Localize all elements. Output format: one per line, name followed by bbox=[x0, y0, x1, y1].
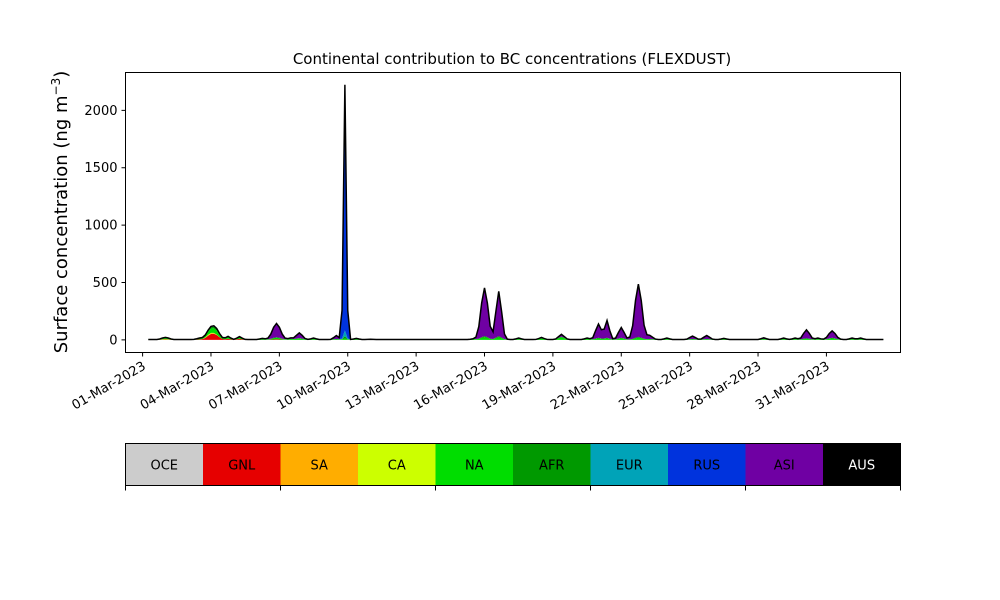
legend-label-eur: EUR bbox=[616, 459, 643, 474]
legend-swatch-aus bbox=[823, 443, 901, 486]
x-tick-label: 01-Mar-2023 bbox=[69, 359, 148, 413]
legend-label-oce: OCE bbox=[150, 459, 178, 474]
y-axis-title-exponent: −3 bbox=[49, 78, 63, 96]
series-area-gnl bbox=[148, 333, 884, 340]
legend-swatch-rus bbox=[668, 443, 746, 486]
chart-title: Continental contribution to BC concentra… bbox=[293, 50, 731, 68]
x-tick-label: 04-Mar-2023 bbox=[138, 359, 217, 413]
plot-frame bbox=[125, 72, 901, 353]
x-tick-label: 07-Mar-2023 bbox=[206, 359, 285, 413]
y-tick-label: 1500 bbox=[84, 161, 117, 176]
y-axis-title: Surface concentration (ng m−3) bbox=[49, 71, 72, 354]
x-tick-label: 10-Mar-2023 bbox=[275, 359, 354, 413]
legend-label-rus: RUS bbox=[693, 459, 720, 474]
x-tick-label: 31-Mar-2023 bbox=[753, 359, 832, 413]
x-tick-label: 22-Mar-2023 bbox=[548, 359, 627, 413]
x-tick-label: 19-Mar-2023 bbox=[480, 359, 559, 413]
series-area-asi bbox=[148, 85, 884, 340]
y-axis: 0 500 1000 1500 2000 bbox=[84, 104, 126, 348]
legend-label-ca: CA bbox=[388, 459, 406, 474]
legend-swatch-ca bbox=[358, 443, 436, 486]
y-axis-title-main: Surface concentration (ng m bbox=[51, 95, 72, 353]
legend-colorbar: OCE GNL SA CA NA AFR EUR RUS ASI AUS bbox=[125, 443, 901, 491]
legend-swatch-asi bbox=[745, 443, 824, 486]
legend-swatch-afr bbox=[513, 443, 591, 486]
legend-swatch-oce bbox=[125, 443, 204, 486]
legend-label-aus: AUS bbox=[848, 459, 875, 474]
legend-label-sa: SA bbox=[311, 459, 328, 474]
y-tick-label: 500 bbox=[93, 276, 118, 291]
y-tick-label: 0 bbox=[109, 333, 117, 348]
series-area-aus bbox=[148, 84, 884, 340]
series-area-rus bbox=[148, 89, 884, 340]
y-axis-title-close: ) bbox=[51, 71, 72, 78]
legend-swatch-na bbox=[435, 443, 514, 486]
legend-swatch-sa bbox=[280, 443, 359, 486]
x-tick-label: 25-Mar-2023 bbox=[617, 359, 696, 413]
series-area-eur bbox=[148, 326, 884, 340]
x-tick-label: 13-Mar-2023 bbox=[343, 359, 422, 413]
x-axis: 01-Mar-202304-Mar-202307-Mar-202310-Mar-… bbox=[69, 352, 832, 413]
y-tick-label: 2000 bbox=[84, 104, 117, 119]
legend-frame bbox=[125, 443, 901, 486]
stacked-area-series bbox=[148, 84, 884, 341]
x-tick-label: 28-Mar-2023 bbox=[685, 359, 764, 413]
legend-label-gnl: GNL bbox=[228, 459, 256, 474]
total-outline bbox=[148, 84, 884, 341]
legend-swatch-eur bbox=[590, 443, 669, 486]
series-area-afr bbox=[148, 326, 884, 340]
x-tick-label: 16-Mar-2023 bbox=[411, 359, 490, 413]
legend-label-na: NA bbox=[465, 459, 484, 474]
legend-swatch-gnl bbox=[203, 443, 281, 486]
legend-label-afr: AFR bbox=[539, 459, 564, 474]
legend-label-asi: ASI bbox=[774, 459, 795, 474]
y-tick-label: 1000 bbox=[84, 219, 117, 234]
